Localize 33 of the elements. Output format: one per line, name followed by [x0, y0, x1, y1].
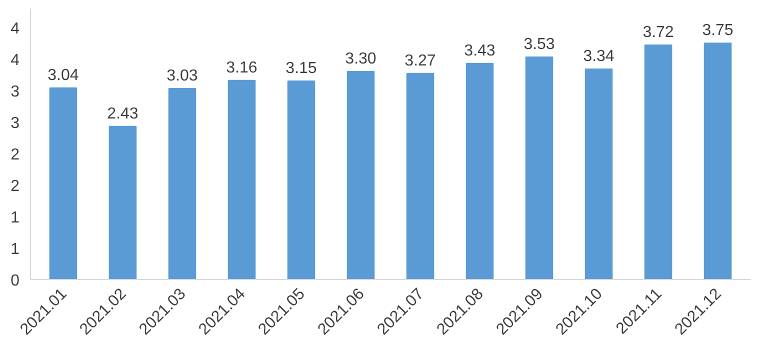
y-tick-label: 4 — [10, 52, 20, 69]
data-label: 3.03 — [166, 68, 198, 85]
y-tick-label: 1 — [10, 209, 20, 226]
bar — [49, 87, 78, 280]
bar — [346, 71, 375, 280]
data-label: 2.43 — [107, 105, 138, 122]
y-tick-label: 3 — [10, 83, 20, 100]
data-label: 3.72 — [642, 24, 674, 42]
y-tick-label: 3 — [10, 114, 20, 132]
bar — [228, 80, 256, 280]
data-label: 3.16 — [226, 59, 258, 76]
y-tick-label: 4 — [10, 20, 20, 38]
y-tick-label: 1 — [10, 240, 20, 258]
bar — [168, 88, 196, 280]
data-label: 3.34 — [583, 48, 614, 65]
bar — [406, 72, 434, 280]
bar — [704, 42, 732, 280]
data-label: 3.43 — [464, 42, 496, 60]
data-label: 3.15 — [286, 60, 317, 77]
bar — [584, 68, 613, 280]
y-tick-label: 2 — [10, 146, 20, 164]
data-label: 3.04 — [48, 66, 79, 84]
data-label: 3.27 — [404, 52, 436, 70]
bar — [466, 62, 494, 280]
data-label: 3.53 — [524, 36, 555, 54]
bar — [108, 126, 137, 280]
y-tick-label: 2 — [10, 178, 20, 195]
bar — [525, 56, 554, 280]
y-tick-label: 0 — [10, 272, 20, 290]
data-label: 3.75 — [702, 22, 734, 40]
bar — [287, 80, 316, 280]
bar — [644, 44, 672, 280]
data-label: 3.30 — [345, 50, 376, 68]
